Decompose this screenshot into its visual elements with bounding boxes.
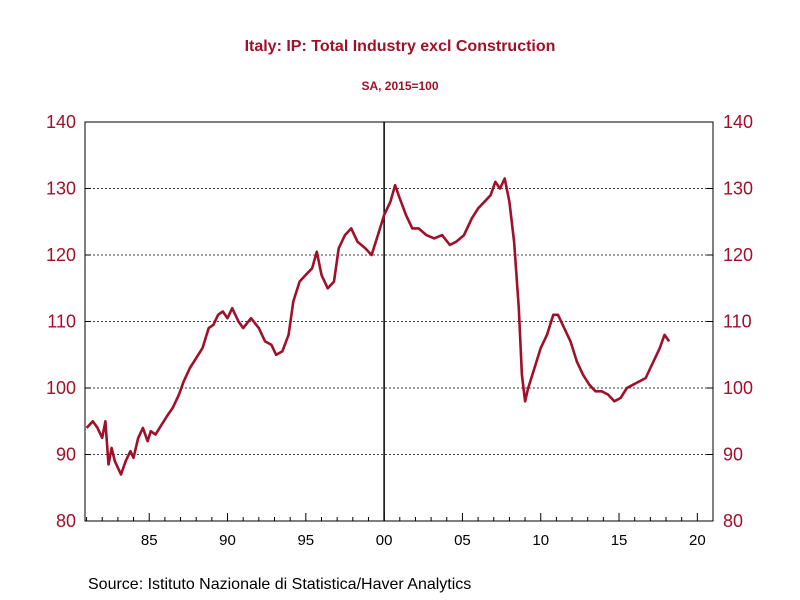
y-tick-label-right: 120 [723, 245, 753, 265]
y-tick-label-left: 140 [46, 112, 76, 132]
x-tick-label: 05 [454, 532, 471, 549]
y-tick-label-right: 100 [723, 378, 753, 398]
y-tick-label-left: 130 [46, 179, 76, 199]
y-tick-label-left: 110 [47, 312, 76, 332]
y-tick-label-left: 80 [56, 511, 76, 531]
y-tick-label-left: 90 [56, 445, 76, 465]
x-tick-label: 95 [297, 532, 314, 549]
y-tick-label-right: 110 [723, 312, 752, 332]
x-tick-label: 15 [611, 532, 628, 549]
series-line [85, 177, 671, 476]
x-tick-label: 85 [141, 532, 158, 549]
x-tick-label: 20 [689, 532, 706, 549]
y-tick-label-left: 100 [46, 378, 76, 398]
y-tick-label-right: 130 [723, 179, 753, 199]
y-tick-label-left: 120 [46, 245, 76, 265]
x-tick-label: 90 [219, 532, 236, 549]
x-tick-label: 00 [376, 532, 393, 549]
y-tick-label-right: 90 [723, 445, 743, 465]
chart-title: Italy: IP: Total Industry excl Construct… [244, 38, 556, 55]
source-note: Source: Istituto Nazionale di Statistica… [88, 576, 472, 593]
x-tick-label: 10 [532, 532, 549, 549]
y-tick-label-right: 140 [723, 112, 753, 132]
y-tick-label-right: 80 [723, 511, 743, 531]
chart-subtitle: SA, 2015=100 [361, 79, 439, 93]
